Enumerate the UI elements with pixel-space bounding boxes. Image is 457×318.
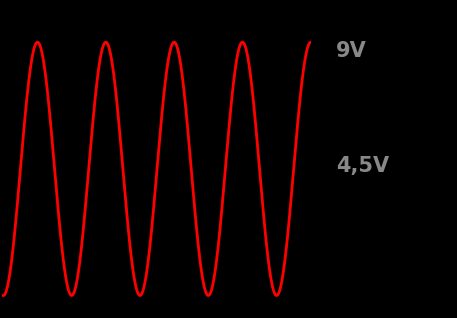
Text: 9V: 9V bbox=[336, 41, 367, 61]
Text: 4,5V: 4,5V bbox=[336, 156, 389, 176]
